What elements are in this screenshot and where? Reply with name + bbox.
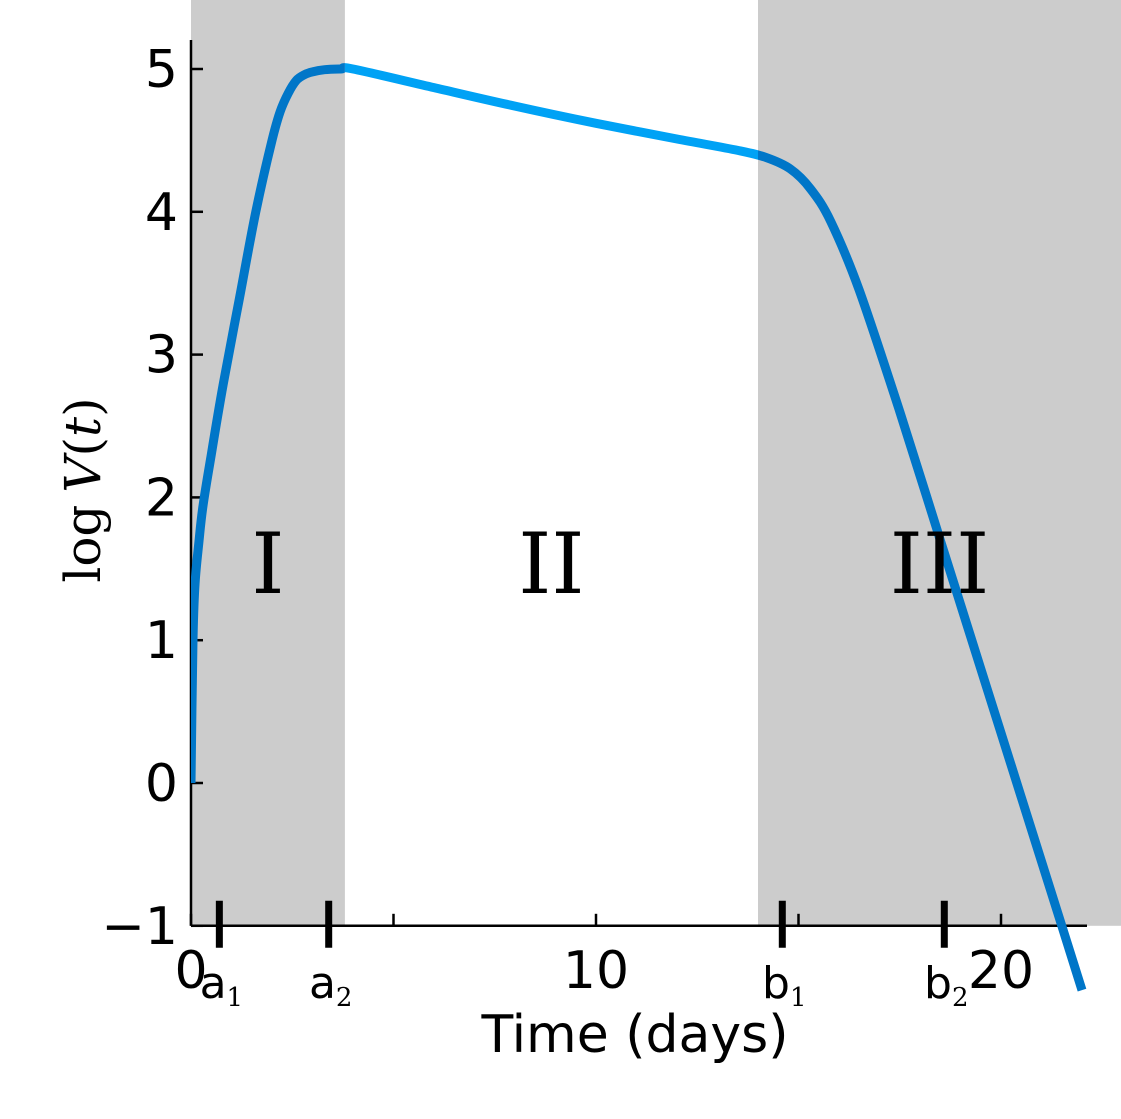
region-label-III: III (890, 515, 990, 613)
y-axis-label: log V(t) (54, 397, 112, 582)
region-label-II: II (518, 515, 584, 613)
phase-marker-label-a2: a2 (309, 958, 353, 1013)
x-tick-label: 20 (968, 941, 1034, 1001)
y-tick-label: 1 (145, 611, 178, 671)
axes (189, 40, 1087, 948)
series-line (191, 63, 1087, 992)
y-axis-label-arg: t (54, 416, 112, 437)
y-axis-label-log: log (54, 505, 112, 583)
phase-marker-label-b2: b2 (924, 958, 968, 1013)
y-tick-label: 3 (145, 326, 178, 386)
svg-text:logV(t): log V(t) (54, 397, 112, 582)
x-axis-label: Time (days) (480, 1005, 788, 1065)
phase-marker-label-a1: a1 (200, 958, 244, 1013)
x-tick-label: 10 (563, 941, 629, 1001)
y-tick-label: 4 (145, 183, 178, 243)
region-label-I: I (251, 515, 284, 613)
y-axis-label-var: V (54, 452, 112, 493)
x-tick-label: 0 (174, 941, 207, 1001)
y-axis-label-open: ( (54, 437, 112, 457)
region-labels: I II III (251, 515, 989, 613)
y-tick-label: 2 (145, 468, 178, 528)
phase-marker-label-b1: b1 (762, 958, 806, 1013)
y-axis-label-close: ) (54, 397, 112, 417)
series-line-unshaded (344, 63, 758, 160)
y-tick-label: 0 (145, 754, 178, 814)
shaded-region-3 (758, 0, 1121, 926)
y-tick-label: 5 (145, 40, 178, 100)
y-tick-label: −1 (101, 897, 178, 957)
